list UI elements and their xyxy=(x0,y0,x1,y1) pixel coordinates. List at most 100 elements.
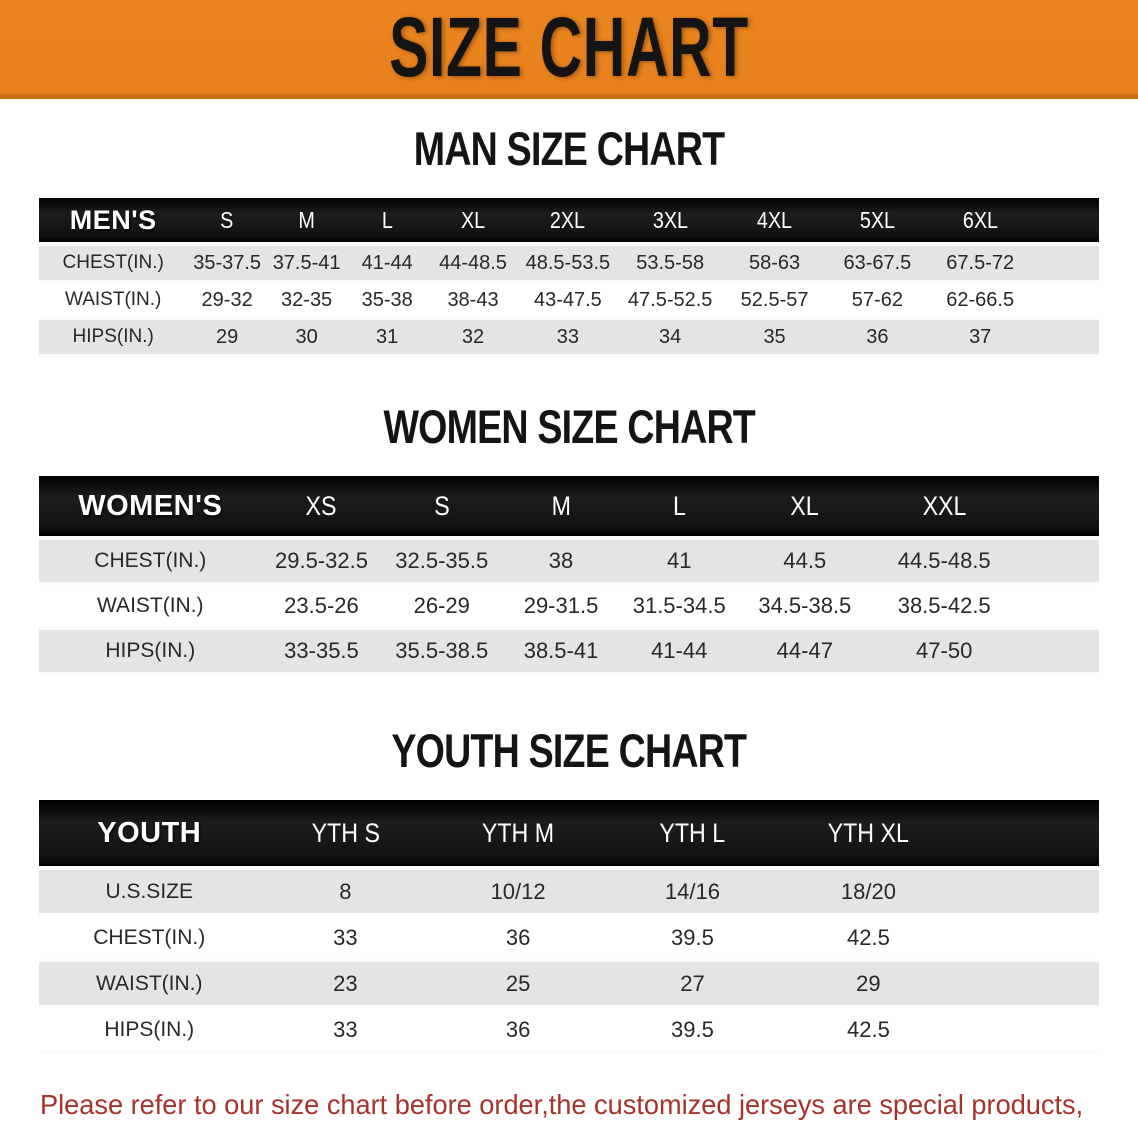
value-cell: 34 xyxy=(617,320,723,357)
women-waist-row: WAIST(IN.) 23.5-26 26-29 29-31.5 31.5-34… xyxy=(39,585,1099,630)
youth-header-row: YOUTH YTH S YTH M YTH L YTH XL xyxy=(39,800,1099,870)
size-chart-banner: SIZE CHART xyxy=(0,0,1138,99)
filler-cell xyxy=(1017,540,1099,585)
youth-column-header: YTH S xyxy=(259,800,432,870)
filler-cell xyxy=(1032,320,1099,357)
youth-waist-row: WAIST(IN.) 23 25 27 29 xyxy=(39,962,1099,1008)
value-cell: 23.5-26 xyxy=(261,585,382,630)
value-cell: 67.5-72 xyxy=(928,246,1033,283)
men-column-header: XL xyxy=(427,198,519,246)
value-cell: 29 xyxy=(779,962,957,1008)
value-cell: 33-35.5 xyxy=(261,630,382,675)
men-size-table: MEN'S S M L XL 2XL 3XL 4XL 5XL 6XL CHEST… xyxy=(39,198,1099,357)
men-chest-row: CHEST(IN.) 35-37.5 37.5-41 41-44 44-48.5… xyxy=(39,246,1099,283)
men-column-header: M xyxy=(266,198,347,246)
value-cell: 38-43 xyxy=(427,283,519,320)
value-cell: 44.5-48.5 xyxy=(871,540,1018,585)
women-column-header: M xyxy=(502,476,620,540)
row-label: CHEST(IN.) xyxy=(39,246,188,283)
value-cell: 47-50 xyxy=(871,630,1018,675)
value-cell: 62-66.5 xyxy=(928,283,1033,320)
banner-title: SIZE CHART xyxy=(389,0,749,94)
value-cell: 29-32 xyxy=(187,283,267,320)
youth-ussize-row: U.S.SIZE 8 10/12 14/16 18/20 xyxy=(39,870,1099,916)
youth-column-header: YTH XL xyxy=(779,800,957,870)
value-cell: 39.5 xyxy=(605,916,780,962)
women-column-header: XS xyxy=(261,476,382,540)
value-cell: 29-31.5 xyxy=(502,585,620,630)
women-header-row: WOMEN'S XS S M L XL XXL xyxy=(39,476,1099,540)
value-cell: 35 xyxy=(722,320,827,357)
note-line-2: we don't accept cancel, change, teturn o… xyxy=(40,1125,1105,1132)
row-label: HIPS(IN.) xyxy=(39,1008,260,1054)
value-cell: 34.5-38.5 xyxy=(738,585,872,630)
women-column-header: L xyxy=(619,476,739,540)
youth-column-header: YTH M xyxy=(431,800,606,870)
value-cell: 35.5-38.5 xyxy=(381,630,503,675)
value-cell: 41-44 xyxy=(346,246,428,283)
men-column-header: S xyxy=(187,198,267,246)
value-cell: 27 xyxy=(605,962,780,1008)
filler-cell xyxy=(1032,246,1099,283)
row-label: WAIST(IN.) xyxy=(39,962,260,1008)
filler-cell xyxy=(1032,283,1099,320)
value-cell: 35-37.5 xyxy=(187,246,267,283)
women-column-header: S xyxy=(381,476,503,540)
value-cell: 37.5-41 xyxy=(266,246,347,283)
men-header-label: MEN'S xyxy=(39,198,188,246)
value-cell: 35-38 xyxy=(346,283,428,320)
filler-cell xyxy=(1017,630,1099,675)
value-cell: 18/20 xyxy=(779,870,957,916)
value-cell: 14/16 xyxy=(605,870,780,916)
row-label: WAIST(IN.) xyxy=(39,585,262,630)
youth-column-header: YTH L xyxy=(605,800,780,870)
men-column-header: 6XL xyxy=(928,198,1033,246)
value-cell: 63-67.5 xyxy=(826,246,929,283)
row-label: U.S.SIZE xyxy=(39,870,260,916)
men-header-row: MEN'S S M L XL 2XL 3XL 4XL 5XL 6XL xyxy=(39,198,1099,246)
value-cell: 44.5 xyxy=(738,540,872,585)
value-cell: 31.5-34.5 xyxy=(619,585,739,630)
value-cell: 33 xyxy=(259,1008,432,1054)
row-label: WAIST(IN.) xyxy=(39,283,188,320)
filler-cell xyxy=(956,962,1099,1008)
value-cell: 36 xyxy=(826,320,929,357)
value-cell: 29.5-32.5 xyxy=(261,540,382,585)
men-column-header: 5XL xyxy=(826,198,929,246)
youth-header-label: YOUTH xyxy=(39,800,260,870)
men-column-header: 2XL xyxy=(518,198,618,246)
youth-hips-row: HIPS(IN.) 33 36 39.5 42.5 xyxy=(39,1008,1099,1054)
men-header-filler xyxy=(1032,198,1099,246)
value-cell: 38.5-42.5 xyxy=(871,585,1018,630)
value-cell: 43-47.5 xyxy=(518,283,618,320)
value-cell: 41 xyxy=(619,540,739,585)
women-size-table: WOMEN'S XS S M L XL XXL CHEST(IN.) 29.5-… xyxy=(39,476,1099,675)
value-cell: 33 xyxy=(518,320,618,357)
filler-cell xyxy=(956,1008,1099,1054)
filler-cell xyxy=(956,916,1099,962)
men-section-heading: MAN SIZE CHART xyxy=(413,122,725,175)
women-section-heading: WOMEN SIZE CHART xyxy=(383,400,755,453)
value-cell: 32 xyxy=(427,320,519,357)
men-waist-row: WAIST(IN.) 29-32 32-35 35-38 38-43 43-47… xyxy=(39,283,1099,320)
women-column-header: XXL xyxy=(871,476,1018,540)
value-cell: 44-47 xyxy=(738,630,872,675)
men-column-header: 4XL xyxy=(722,198,827,246)
value-cell: 42.5 xyxy=(779,1008,957,1054)
value-cell: 31 xyxy=(346,320,428,357)
disclaimer-note: Please refer to our size chart before or… xyxy=(40,1084,1138,1132)
value-cell: 38 xyxy=(502,540,620,585)
value-cell: 48.5-53.5 xyxy=(518,246,618,283)
row-label: HIPS(IN.) xyxy=(39,320,188,357)
row-label: CHEST(IN.) xyxy=(39,916,260,962)
value-cell: 47.5-52.5 xyxy=(617,283,723,320)
value-cell: 44-48.5 xyxy=(427,246,519,283)
row-label: HIPS(IN.) xyxy=(39,630,262,675)
value-cell: 25 xyxy=(431,962,606,1008)
value-cell: 26-29 xyxy=(381,585,503,630)
value-cell: 39.5 xyxy=(605,1008,780,1054)
value-cell: 33 xyxy=(259,916,432,962)
youth-size-table: YOUTH YTH S YTH M YTH L YTH XL U.S.SIZE … xyxy=(39,800,1099,1054)
note-line-1: Please refer to our size chart before or… xyxy=(40,1089,1084,1120)
row-label: CHEST(IN.) xyxy=(39,540,262,585)
